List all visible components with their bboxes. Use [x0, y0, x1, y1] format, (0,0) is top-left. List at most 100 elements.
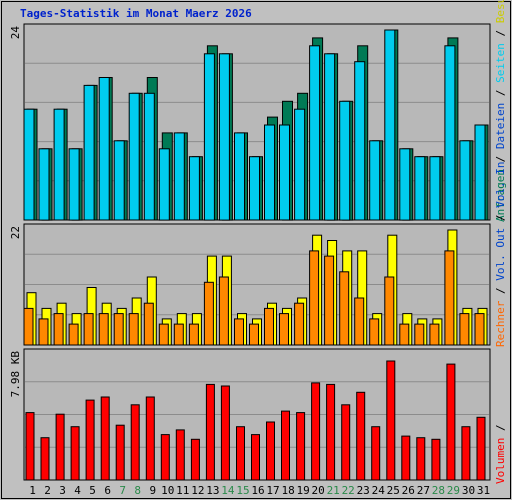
bar-kbytes-day-25 — [386, 360, 396, 481]
x-label-day-22: 22 — [342, 484, 355, 497]
legend-bottom-part-1: / — [494, 424, 507, 437]
bar-kbytes-day-17 — [266, 421, 275, 481]
bar-sites-day-19 — [294, 302, 305, 346]
legends: Anfragen / Dateien / Seiten / Besuche Rec… — [494, 0, 507, 484]
bar-files-day-2 — [38, 148, 50, 221]
bar-sites-day-17 — [264, 307, 274, 346]
bar-kbytes-day-28 — [431, 438, 441, 481]
bar-sites-day-11 — [173, 323, 184, 346]
legend-top-part-5: / — [494, 23, 507, 43]
bar-files-day-25 — [384, 29, 396, 221]
bar-kbytes-day-2 — [40, 437, 50, 481]
x-label-day-30: 30 — [462, 484, 475, 497]
bar-sites-day-21 — [324, 255, 335, 346]
bar-files-day-24 — [369, 140, 381, 221]
x-label-day-20: 20 — [311, 484, 324, 497]
legend-middle-part-2: Vol. Out — [494, 228, 507, 281]
bar-kbytes-day-5 — [85, 399, 95, 481]
bar-files-day-28 — [429, 156, 441, 221]
bar-files-day-26 — [399, 148, 411, 221]
bar-kbytes-day-6 — [100, 396, 110, 481]
legend-bottom: Volumen / — [494, 424, 507, 484]
bar-files-day-22 — [339, 100, 351, 221]
legend-top-part-6: Besuche — [494, 0, 507, 23]
bar-sites-day-8 — [128, 313, 139, 346]
bar-files-day-27 — [414, 156, 426, 221]
y-axis-max-label: 22 — [9, 226, 22, 239]
legend-middle-part-0: Rechner — [494, 300, 507, 347]
bar-kbytes-day-24 — [371, 426, 381, 481]
bar-sites-day-25 — [384, 276, 395, 346]
x-label-day-15: 15 — [236, 484, 249, 497]
chart-panels: 24 22 7.98 KB — [9, 23, 491, 481]
legend-top-part-2: Dateien — [494, 103, 507, 149]
bar-files-day-4 — [68, 148, 80, 221]
x-label-day-14: 14 — [221, 484, 235, 497]
x-label-day-3: 3 — [59, 484, 66, 497]
bar-sites-day-31 — [474, 313, 485, 346]
bar-files-day-10 — [158, 148, 170, 221]
bar-kbytes-day-3 — [55, 413, 65, 481]
bar-kbytes-day-29 — [446, 363, 456, 481]
x-label-day-8: 8 — [134, 484, 141, 497]
bar-sites-day-14 — [218, 276, 229, 346]
legend-middle-part-3: / — [494, 208, 507, 228]
bar-sites-day-24 — [369, 318, 380, 346]
x-label-day-18: 18 — [281, 484, 294, 497]
panel-hits-files: 24 — [9, 23, 491, 221]
bar-kbytes-day-8 — [130, 404, 140, 481]
bar-files-day-8 — [128, 92, 140, 221]
bar-kbytes-day-15 — [236, 426, 245, 481]
bar-kbytes-day-13 — [205, 383, 215, 481]
x-label-day-27: 27 — [417, 484, 430, 497]
x-label-day-17: 17 — [266, 484, 279, 497]
bar-kbytes-day-4 — [70, 426, 80, 481]
legend-top-part-1: / — [494, 149, 507, 169]
bar-sites-day-13 — [203, 281, 214, 346]
legend-top-part-3: / — [494, 83, 507, 103]
bar-kbytes-day-12 — [190, 438, 200, 481]
bar-sites-day-27 — [414, 323, 425, 346]
bar-sites-day-26 — [399, 323, 410, 346]
bar-files-day-14 — [218, 53, 230, 221]
x-label-day-12: 12 — [191, 484, 204, 497]
bar-kbytes-day-19 — [296, 412, 306, 481]
x-label-day-26: 26 — [402, 484, 415, 497]
bar-files-day-11 — [173, 132, 185, 221]
panel-kbytes: 7.98 KB — [9, 348, 491, 481]
bar-sites-day-12 — [188, 323, 199, 346]
bar-kbytes-day-22 — [341, 404, 351, 481]
bar-sites-day-20 — [309, 250, 320, 346]
y-axis-max-label: 7.98 KB — [9, 351, 22, 398]
bar-sites-day-6 — [98, 313, 109, 346]
bar-kbytes-day-14 — [220, 385, 230, 481]
legend-middle-part-1: / — [494, 281, 507, 301]
x-axis-day-labels: 1 2 3 4 5 6 7 8 9 10 11 12 13 14 15 16 17 18 19 20 21 22 23 24 2… — [29, 484, 490, 497]
legend-top-part-4: Seiten — [494, 43, 507, 83]
bar-kbytes-day-18 — [281, 410, 290, 481]
bar-files-day-29 — [444, 45, 456, 221]
bar-kbytes-day-23 — [356, 391, 366, 481]
bar-sites-day-29 — [444, 250, 455, 346]
bar-files-day-21 — [324, 53, 336, 221]
legend-top-part-0: Anfragen — [494, 169, 507, 222]
x-label-day-25: 25 — [387, 484, 400, 497]
x-label-day-13: 13 — [206, 484, 219, 497]
bar-kbytes-day-21 — [326, 383, 336, 481]
bar-files-day-19 — [294, 108, 306, 221]
bar-files-day-30 — [459, 140, 471, 221]
bar-files-day-3 — [53, 108, 65, 221]
x-label-day-21: 21 — [327, 484, 340, 497]
bar-sites-day-3 — [53, 313, 64, 346]
bar-files-day-15 — [234, 132, 245, 221]
x-label-day-11: 11 — [176, 484, 189, 497]
x-label-day-6: 6 — [104, 484, 111, 497]
bar-sites-day-1 — [23, 307, 34, 346]
bar-files-day-16 — [249, 156, 260, 221]
bar-files-day-23 — [354, 61, 366, 221]
x-label-day-2: 2 — [44, 484, 51, 497]
bar-sites-day-15 — [234, 318, 244, 346]
x-label-day-5: 5 — [89, 484, 96, 497]
bar-files-day-12 — [188, 156, 200, 221]
